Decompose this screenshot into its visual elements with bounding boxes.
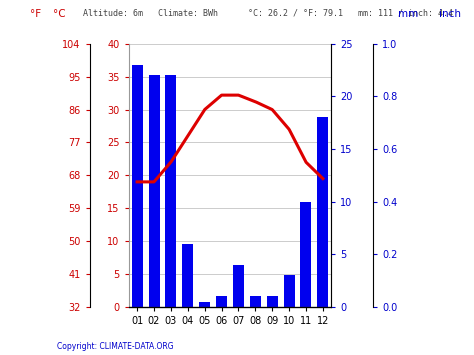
Bar xyxy=(199,301,210,307)
Bar xyxy=(283,275,294,307)
Bar xyxy=(250,296,261,307)
Bar xyxy=(267,296,278,307)
Text: Copyright: CLIMATE-DATA.ORG: Copyright: CLIMATE-DATA.ORG xyxy=(57,343,173,351)
Bar xyxy=(132,65,143,307)
Bar xyxy=(182,244,193,307)
Bar xyxy=(216,296,227,307)
Bar xyxy=(148,75,160,307)
Text: mm: mm xyxy=(399,9,419,19)
Text: °C: °C xyxy=(53,9,65,19)
Text: inch: inch xyxy=(439,9,461,19)
Bar xyxy=(233,265,244,307)
Bar xyxy=(301,202,311,307)
Bar xyxy=(318,118,328,307)
Bar xyxy=(165,75,176,307)
Text: Altitude: 6m   Climate: BWh      °C: 26.2 / °F: 79.1   mm: 111 / inch: 4.4: Altitude: 6m Climate: BWh °C: 26.2 / °F:… xyxy=(83,9,453,18)
Text: °F: °F xyxy=(30,9,41,19)
